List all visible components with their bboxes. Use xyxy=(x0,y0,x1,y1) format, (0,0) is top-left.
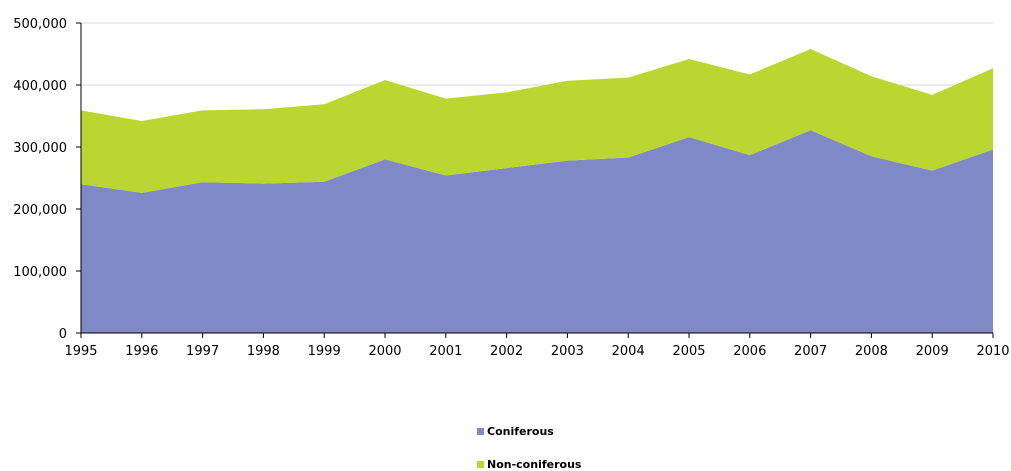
x-tick-label: 2003 xyxy=(551,344,584,359)
x-tick-label: 2008 xyxy=(855,344,888,359)
legend-label-coniferous: Coniferous xyxy=(487,425,554,438)
x-tick-label: 1998 xyxy=(247,344,280,359)
x-tick-label: 2009 xyxy=(916,344,949,359)
area-non-coniferous xyxy=(81,49,993,193)
legend-label-non-coniferous: Non-coniferous xyxy=(487,458,582,471)
x-tick-label: 1999 xyxy=(308,344,341,359)
x-tick-label: 2000 xyxy=(368,344,401,359)
axes xyxy=(76,22,994,338)
x-tick-label: 1995 xyxy=(64,344,97,359)
y-tick-label: 300,000 xyxy=(13,141,67,156)
x-tick-label: 2002 xyxy=(490,344,523,359)
x-tick-label: 2007 xyxy=(794,344,827,359)
y-tick-label: 500,000 xyxy=(13,17,67,32)
x-tick-label: 1997 xyxy=(186,344,219,359)
y-tick-label: 0 xyxy=(59,327,67,342)
legend-item-non-coniferous: Non-coniferous xyxy=(477,458,677,471)
legend-swatch-coniferous xyxy=(477,428,484,435)
area-coniferous xyxy=(81,130,993,333)
x-tick-labels: 1995 1996 1997 1998 1999 2000 2001 2002 2003 2004… xyxy=(64,344,1009,359)
y-tick-label: 400,000 xyxy=(13,79,67,94)
legend-swatch-non-coniferous xyxy=(477,461,484,468)
legend-item-coniferous: Coniferous xyxy=(477,425,677,438)
x-tick-label: 2005 xyxy=(672,344,705,359)
x-tick-label: 2004 xyxy=(612,344,645,359)
y-tick-label: 200,000 xyxy=(13,203,67,218)
y-tick-label: 100,000 xyxy=(13,265,67,280)
plot-area xyxy=(81,49,993,333)
x-tick-label: 2010 xyxy=(976,344,1009,359)
x-tick-label: 2001 xyxy=(429,344,462,359)
x-tick-label: 2006 xyxy=(733,344,766,359)
y-tick-labels: 0 100,000 200,000 300,000 400,000 500,000 xyxy=(13,17,67,342)
x-tick-label: 1996 xyxy=(125,344,158,359)
